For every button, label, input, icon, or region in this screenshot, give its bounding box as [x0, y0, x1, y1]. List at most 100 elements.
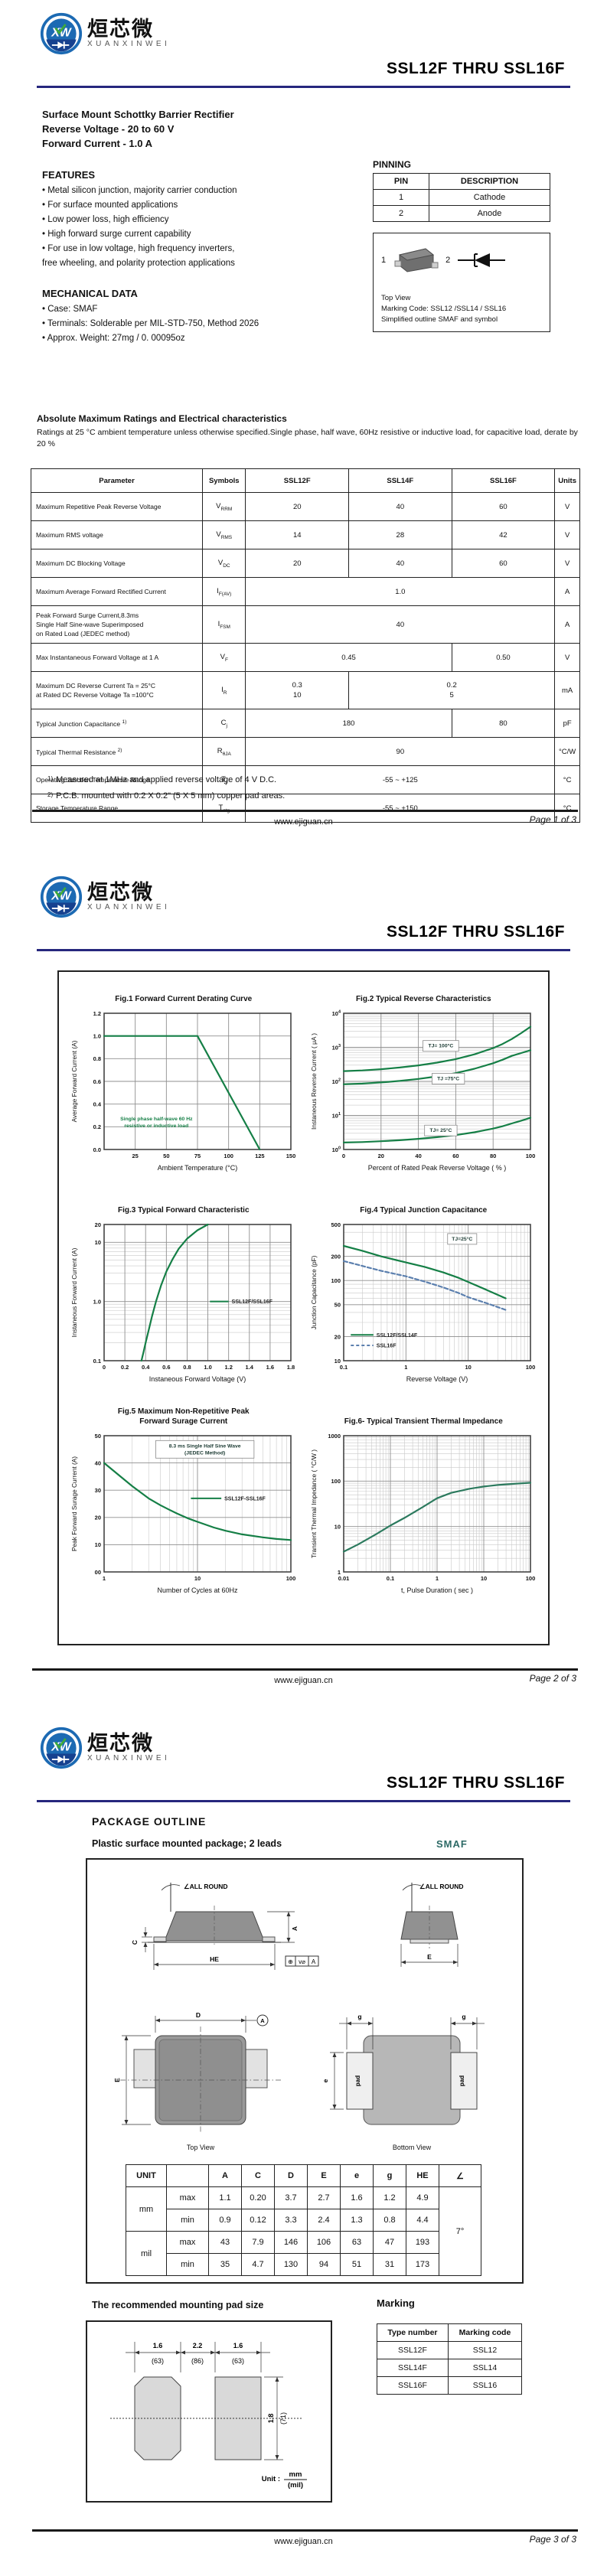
dimensions-table-wrap: UNIT A C D E e g HE ∠ mm max 1.1 0.20 3.7 2… — [126, 2164, 481, 2276]
svg-text:SSL12F/SSL16F: SSL12F/SSL16F — [231, 1299, 272, 1305]
svg-text:0.8: 0.8 — [93, 1055, 100, 1062]
svg-text:(63): (63) — [232, 2357, 244, 2365]
header-rule — [37, 1800, 570, 1802]
marking-heading: Marking — [377, 2297, 415, 2309]
pin1-label: 1 — [381, 256, 387, 265]
logo-company-name-en: XUANXINWEI — [87, 1754, 171, 1762]
top-view-drawing: D A E — [113, 2011, 281, 2134]
pinning-col-pin: PIN — [373, 173, 429, 190]
figure6-title: Fig.6- Typical Transient Thermal Impedan… — [344, 1417, 503, 1426]
figure6-chart: 0.01 0.1 1 10 100 1 10 100 1000 t, Pulse Duration… — [308, 1428, 539, 1598]
col-ssl16f: SSL16F — [451, 468, 556, 493]
svg-text:⊕: ⊕ — [288, 1958, 293, 1965]
mechanical-data-list: • Case: SMAF • Terminals: Solderable per… — [42, 305, 259, 343]
figure3-chart: 0 0.2 0.4 0.6 0.8 1.0 1.2 1.4 1.6 1.8 0.1 1.0 10 20 In… — [68, 1217, 299, 1387]
website-link[interactable]: www.ejiguan.cn — [274, 1676, 333, 1685]
table-row: min 0.9 0.12 3.3 2.4 1.3 0.8 4.4 — [126, 2209, 481, 2232]
svg-text:pad: pad — [354, 2075, 361, 2086]
pinning-heading: PINNING — [373, 159, 412, 170]
svg-text:v⌀: v⌀ — [299, 1958, 305, 1965]
package-outline-heading: PACKAGE OUTLINE — [92, 1815, 207, 1828]
figure1-title: Fig.1 Forward Current Derating Curve — [115, 995, 253, 1003]
svg-text:E: E — [427, 1953, 432, 1961]
svg-text:E: E — [113, 2078, 121, 2082]
svg-text:10: 10 — [465, 1364, 472, 1371]
svg-text:10: 10 — [194, 1575, 201, 1582]
summary-line: Surface Mount Schottky Barrier Rectifier — [42, 109, 234, 120]
diode-symbol-icon — [458, 253, 506, 267]
ratings-conditions: Ratings at 25 °C ambient temperature unl… — [37, 428, 578, 448]
svg-text:Transient Thermal Impedance (: Transient Thermal Impedance ( °C/W ) — [310, 1449, 318, 1558]
svg-text:Instaneous Forward Current (A): Instaneous Forward Current (A) — [70, 1247, 78, 1337]
svg-text:∠ALL ROUND: ∠ALL ROUND — [419, 1883, 464, 1890]
website-link[interactable]: www.ejiguan.cn — [274, 817, 333, 827]
bottom-view-label: Bottom View — [392, 2144, 432, 2151]
svg-text:75: 75 — [194, 1153, 201, 1159]
svg-text:0.2: 0.2 — [121, 1364, 129, 1371]
svg-text:SSL12F-SSL16F: SSL12F-SSL16F — [224, 1496, 266, 1502]
svg-text:(86): (86) — [191, 2357, 204, 2365]
footnotes: 1) Measured at 1MHz and applied reverse v… — [47, 771, 285, 804]
svg-text:104: 104 — [332, 1009, 341, 1017]
characteristic-curves-box: Fig.1 Forward Current Derating Curve 25 5… — [57, 970, 550, 1645]
svg-text:0.6: 0.6 — [93, 1078, 100, 1085]
package-symbol-box: 1 2 Top View Marking Code: SSL12 /SSL14 … — [373, 233, 550, 332]
svg-text:Single phase half-wave 60 Hz: Single phase half-wave 60 Hz — [120, 1117, 193, 1122]
table-row: Maximum RMS voltage VRMS 14 28 42 V — [30, 520, 580, 549]
svg-text:1.8: 1.8 — [267, 2414, 275, 2424]
part-number-title: SSL12F THRU SSL16F — [386, 1774, 565, 1792]
summary-line: Reverse Voltage - 20 to 60 V — [42, 123, 175, 135]
table-row: Typical Junction Capacitance 1) Cj 180 8… — [30, 709, 580, 738]
svg-text:Peak Forward Surage Current (A: Peak Forward Surage Current (A) — [70, 1456, 78, 1551]
svg-text:0: 0 — [103, 1364, 106, 1371]
figure5-cell: Fig.5 Maximum Non-Repetitive Peak Forwar… — [64, 1405, 304, 1598]
svg-text:0.01: 0.01 — [338, 1575, 350, 1582]
col-ssl12f: SSL12F — [245, 468, 350, 493]
logo-company-name-cn: 烜芯微 — [87, 18, 154, 41]
svg-text:20: 20 — [94, 1221, 100, 1228]
header-rule — [37, 949, 570, 951]
svg-text:20: 20 — [94, 1515, 100, 1521]
svg-text:50: 50 — [94, 1433, 100, 1440]
mechanical-data-heading: MECHANICAL DATA — [42, 288, 138, 299]
figure3-title: Fig.3 Typical Forward Characteristic — [117, 1206, 250, 1215]
svg-text:25: 25 — [132, 1153, 138, 1159]
svg-text:Instaneous Reverse Current ( μ: Instaneous Reverse Current ( μA ) — [310, 1033, 318, 1130]
pin2-label: 2 — [445, 256, 451, 265]
svg-text:resistive or inductive load: resistive or inductive load — [124, 1123, 188, 1129]
svg-text:102: 102 — [332, 1078, 341, 1085]
svg-text:40: 40 — [416, 1153, 422, 1159]
part-number-title: SSL12F THRU SSL16F — [386, 923, 565, 941]
figure2-title: Fig.2 Typical Reverse Characteristics — [355, 995, 491, 1003]
svg-text:0.2: 0.2 — [93, 1123, 100, 1130]
svg-text:100: 100 — [224, 1153, 233, 1159]
svg-text:125: 125 — [255, 1153, 265, 1159]
svg-text:500: 500 — [331, 1221, 341, 1228]
figure3-cell: Fig.3 Typical Forward Characteristic 0 0.… — [64, 1194, 304, 1387]
svg-text:100: 100 — [332, 1146, 341, 1153]
svg-text:0.8: 0.8 — [183, 1364, 191, 1371]
svg-text:100: 100 — [526, 1364, 536, 1371]
col-symbols: Symbols — [202, 468, 246, 493]
svg-text:1: 1 — [404, 1364, 407, 1371]
table-row: SSL12F SSL12 — [377, 2341, 523, 2359]
table-row: 2 Anode — [373, 205, 550, 222]
svg-text:200: 200 — [331, 1253, 341, 1260]
svg-text:10: 10 — [335, 1523, 341, 1530]
summary-line: Forward Current - 1.0 A — [42, 138, 152, 149]
svg-text:1000: 1000 — [328, 1433, 341, 1440]
figure6-cell: Fig.6- Typical Transient Thermal Impedan… — [304, 1405, 544, 1598]
table-row: Maximum Repetitive Peak Reverse Voltage … — [30, 492, 580, 521]
logo-company-name-cn: 烜芯微 — [87, 881, 154, 904]
website-link[interactable]: www.ejiguan.cn — [274, 2537, 333, 2546]
svg-text:(JEDEC Method): (JEDEC Method) — [184, 1450, 225, 1456]
svg-text:2.2: 2.2 — [193, 2342, 203, 2349]
figure5-chart: 1 10 100 00 10 20 30 40 50 Number of Cycles at 60… — [68, 1428, 299, 1598]
svg-text:0.1: 0.1 — [340, 1364, 348, 1371]
figure1-cell: Fig.1 Forward Current Derating Curve 25 5… — [64, 983, 304, 1176]
svg-text:60: 60 — [452, 1153, 459, 1159]
logo-company-name-cn: 烜芯微 — [87, 1732, 154, 1755]
svg-text:e: e — [321, 2079, 329, 2082]
svg-text:g: g — [357, 2013, 361, 2020]
svg-text:1.0: 1.0 — [93, 1298, 100, 1305]
